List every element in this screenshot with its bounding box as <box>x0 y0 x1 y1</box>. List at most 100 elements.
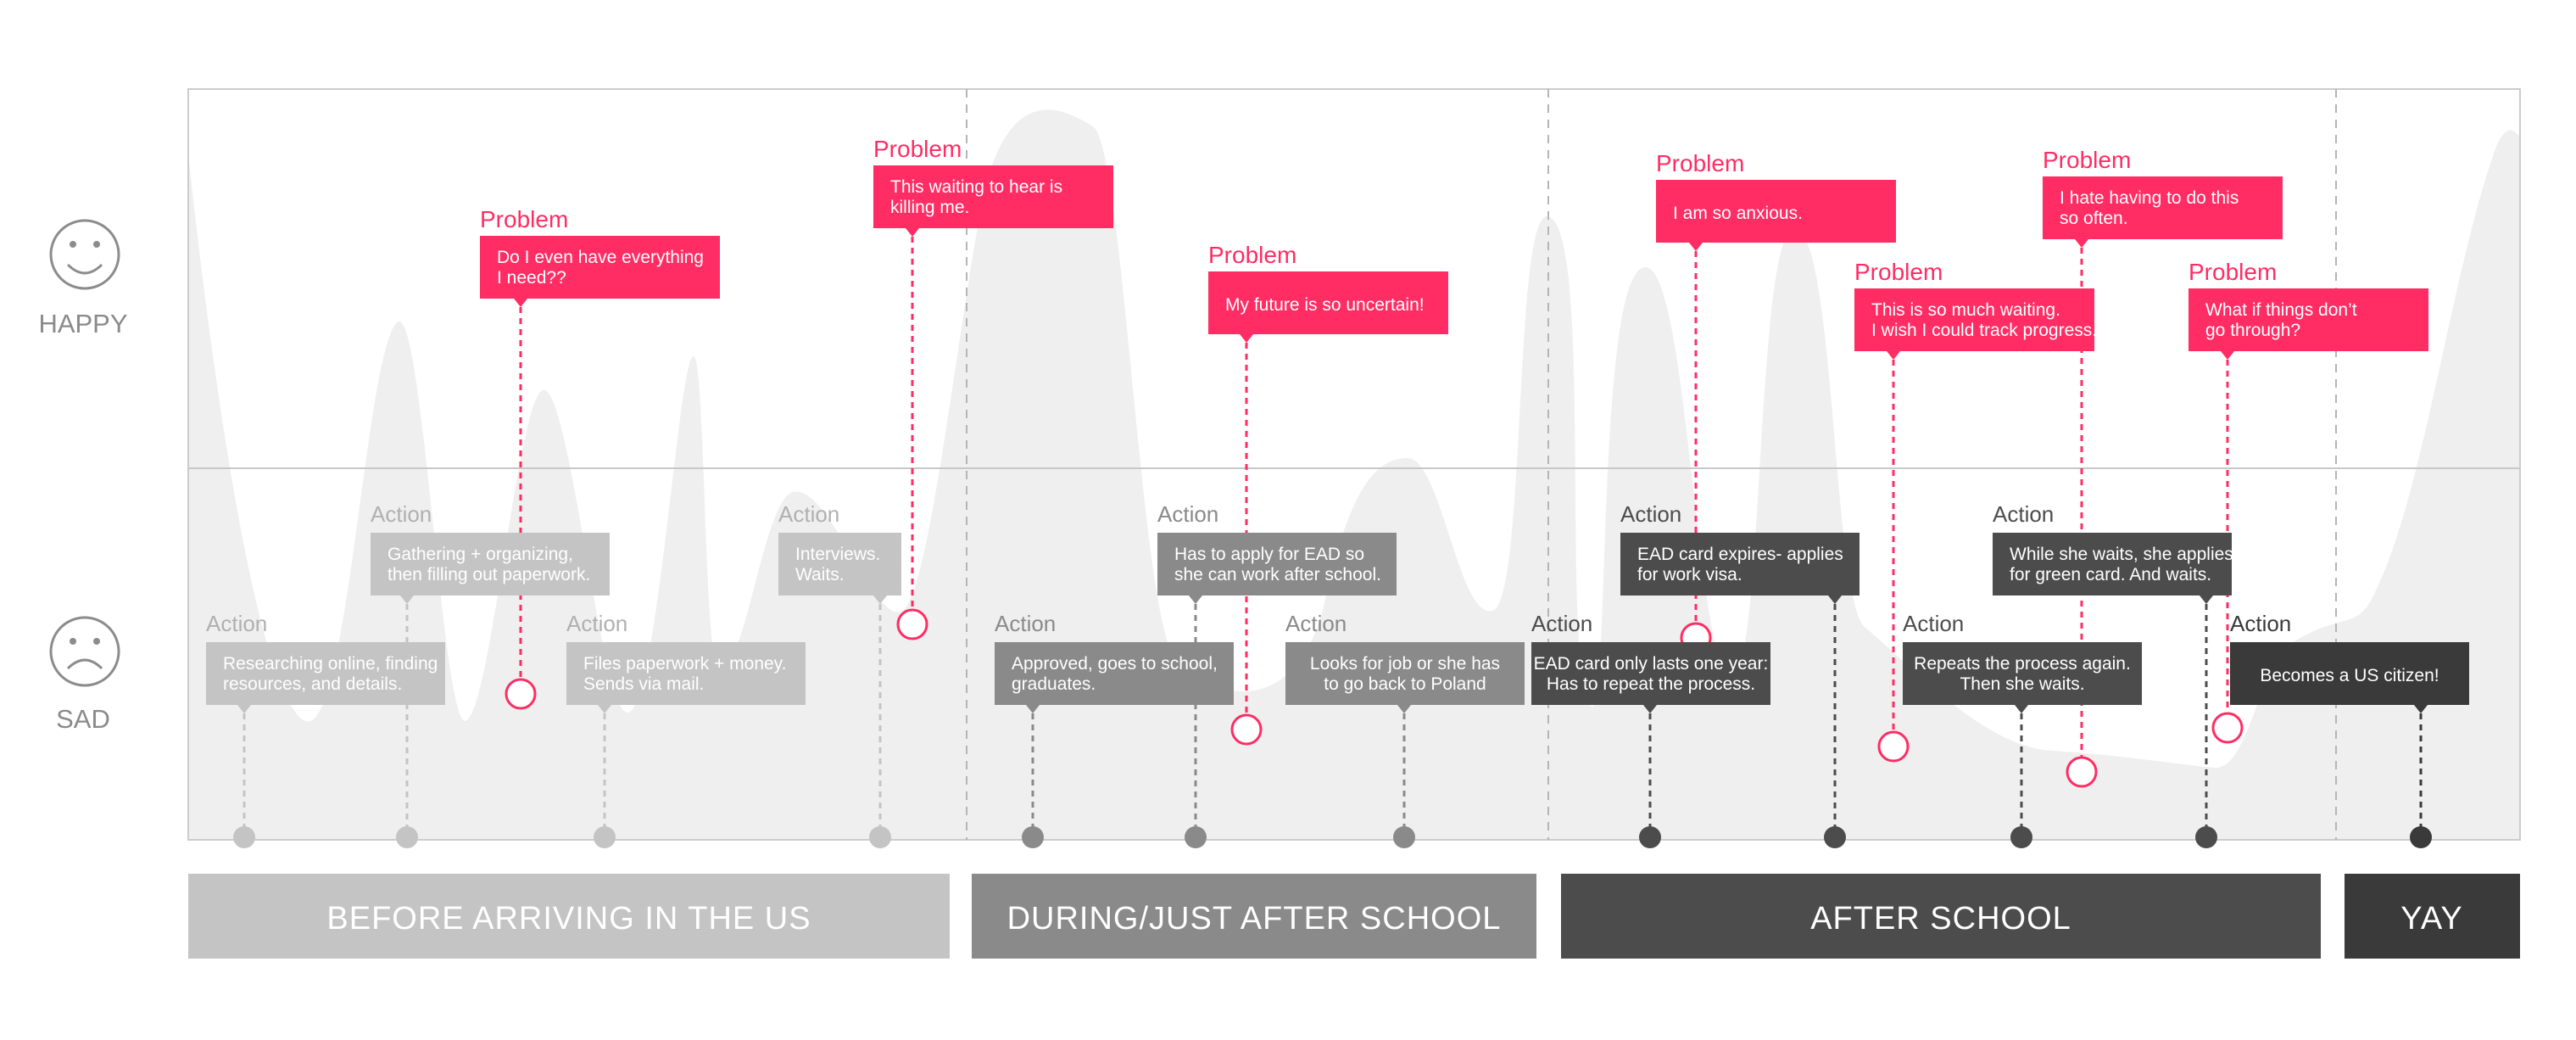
action-box <box>1285 642 1525 705</box>
callout-pointer <box>598 705 611 713</box>
problem-card: Problem What if things don’tgo through? <box>2188 259 2428 360</box>
action-text: Becomes a US citizen! <box>2260 666 2439 685</box>
problem-heading: Problem <box>480 206 568 232</box>
action-card: Action Interviews.Waits. <box>778 501 901 604</box>
problem-heading: Problem <box>873 136 962 162</box>
action-text: she can work after school. <box>1174 565 1381 584</box>
problem-box <box>2043 176 2283 239</box>
problem-marker <box>2066 756 2098 788</box>
phase-label: YAY <box>2400 901 2462 937</box>
action-card: Action Repeats the process again.Then she… <box>1903 611 2142 713</box>
problem-box <box>1656 180 1896 243</box>
callout-pointer <box>1026 705 1040 713</box>
phase-bar: YAY <box>2345 874 2520 959</box>
action-heading: Action <box>206 611 267 636</box>
action-box <box>1531 642 1770 705</box>
action-text: EAD card expires- applies <box>1637 545 1843 564</box>
problem-card: Problem I am so anxious. <box>1656 150 1896 251</box>
callout-pointer <box>1189 595 1202 604</box>
timeline-dot <box>2195 826 2217 848</box>
timeline-dot <box>396 826 418 848</box>
action-text: Sends via mail. <box>583 674 704 694</box>
timeline-dot <box>233 826 255 848</box>
action-text: for work visa. <box>1637 565 1742 584</box>
callout-pointer <box>1643 705 1657 713</box>
action-box <box>1620 533 1860 595</box>
action-text: then filling out paperwork. <box>388 565 590 584</box>
problem-text: My future is so uncertain! <box>1225 295 1425 315</box>
action-box <box>1903 642 2142 705</box>
action-card: Action Becomes a US citizen! <box>2230 611 2469 713</box>
action-text: Then she waits. <box>1960 674 2084 694</box>
callout-pointer <box>873 595 887 604</box>
problem-text: I wish I could track progress. <box>1871 321 2097 340</box>
action-heading: Action <box>1285 611 1347 636</box>
action-box <box>778 533 901 595</box>
action-heading: Action <box>778 501 839 527</box>
action-text: Looks for job or she has <box>1310 654 1500 674</box>
problem-text: This waiting to hear is <box>890 177 1062 197</box>
problem-text: go through? <box>2205 321 2300 340</box>
phase-bar: DURING/JUST AFTER SCHOOL <box>972 874 1536 959</box>
action-box <box>566 642 806 705</box>
phase-bar: BEFORE ARRIVING IN THE US <box>188 874 950 959</box>
timeline-dot <box>869 826 891 848</box>
problem-text: killing me. <box>890 198 969 217</box>
action-heading: Action <box>1903 611 1964 636</box>
problem-box <box>873 165 1113 228</box>
problem-marker <box>896 608 928 640</box>
action-text: resources, and details. <box>223 674 402 694</box>
callout-pointer <box>1887 351 1900 360</box>
action-heading: Action <box>371 501 432 527</box>
action-box <box>2230 642 2469 705</box>
callout-pointer <box>2015 705 2028 713</box>
action-text: Repeats the process again. <box>1914 654 2131 674</box>
happy-face-icon <box>49 219 120 290</box>
phase-label: BEFORE ARRIVING IN THE US <box>326 901 811 937</box>
problem-text: I am so anxious. <box>1673 204 1803 223</box>
problem-box <box>480 236 720 299</box>
timeline-dot <box>1639 826 1661 848</box>
problem-marker <box>1877 730 1910 763</box>
action-text: Has to apply for EAD so <box>1174 545 1364 564</box>
happy-label: HAPPY <box>38 309 127 338</box>
callout-pointer <box>2200 595 2213 604</box>
phase-label: AFTER SCHOOL <box>1810 901 2071 937</box>
callout-pointer <box>400 595 414 604</box>
problem-text: This is so much waiting. <box>1871 300 2060 320</box>
action-box <box>206 642 445 705</box>
problem-card: Problem This is so much waiting.I wish I … <box>1854 259 2097 360</box>
action-heading: Action <box>1993 501 2054 527</box>
action-text: Has to repeat the process. <box>1547 674 1755 694</box>
action-heading: Action <box>1157 501 1218 527</box>
callout-pointer <box>237 705 251 713</box>
timeline-dot <box>1185 826 1207 848</box>
action-text: Interviews. <box>795 545 880 564</box>
action-text: Waits. <box>795 565 845 584</box>
callout-pointer <box>2221 351 2234 360</box>
callout-pointer <box>2414 705 2428 713</box>
callout-pointer <box>1240 334 1253 343</box>
action-text: to go back to Poland <box>1324 674 1486 694</box>
problem-text: I hate having to do this <box>2060 188 2239 208</box>
action-card: Action EAD card only lasts one year:Has t… <box>1531 611 1770 713</box>
problem-box <box>1208 271 1448 334</box>
timeline-dot <box>1022 826 1044 848</box>
action-heading: Action <box>566 611 627 636</box>
action-card: Action Gathering + organizing,then fillin… <box>371 501 610 604</box>
timeline-dot <box>2010 826 2032 848</box>
problem-marker <box>1230 713 1263 746</box>
problem-heading: Problem <box>1208 242 1296 268</box>
callout-pointer <box>1828 595 1842 604</box>
action-box <box>1993 533 2232 595</box>
problem-heading: Problem <box>2043 147 2131 173</box>
problem-text: Do I even have everything <box>497 248 704 267</box>
action-heading: Action <box>1620 501 1681 527</box>
action-box <box>1157 533 1397 595</box>
action-card: Action Researching online, findingresourc… <box>206 611 445 713</box>
timeline-dot <box>1393 826 1415 848</box>
